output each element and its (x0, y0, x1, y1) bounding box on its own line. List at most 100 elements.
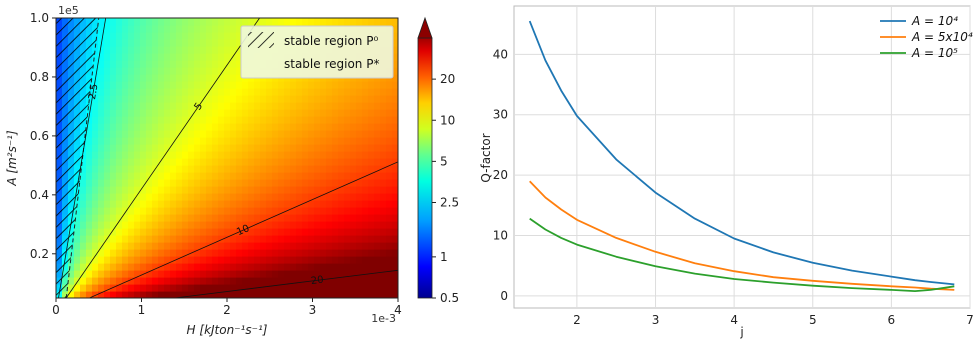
heatmap-cell (164, 123, 171, 131)
heatmap-cell (164, 277, 171, 285)
heatmap-cell (212, 137, 219, 145)
heatmap-cell (92, 193, 99, 201)
heatmap-cell (296, 137, 303, 145)
heatmap-cell (344, 102, 351, 110)
heatmap-cell (92, 130, 99, 138)
legend-entry: A = 10⁴ (911, 14, 958, 28)
heatmap-cell (272, 109, 279, 117)
heatmap-cell (98, 109, 105, 117)
heatmap-cell (290, 81, 297, 89)
heatmap-cell (242, 228, 249, 236)
heatmap-cell (164, 39, 171, 47)
heatmap-cell (308, 242, 315, 250)
heatmap-cell (392, 207, 398, 215)
heatmap-cell (92, 123, 99, 131)
heatmap-cell (194, 88, 201, 96)
heatmap-cell (386, 263, 393, 271)
heatmap-cell (254, 109, 261, 117)
heatmap-cell (266, 277, 273, 285)
heatmap-cell (206, 235, 213, 243)
heatmap-cell (230, 228, 237, 236)
heatmap-cell (362, 291, 369, 298)
heatmap-cell (176, 221, 183, 229)
heatmap-cell (242, 214, 249, 222)
heatmap-cell (230, 221, 237, 229)
y-tick-label: 0.4 (30, 188, 49, 202)
heatmap-cell (176, 60, 183, 68)
heatmap-cell (74, 242, 81, 250)
heatmap-cell (290, 165, 297, 173)
heatmap-cell (332, 88, 339, 96)
heatmap-cell (218, 228, 225, 236)
heatmap-cell (176, 228, 183, 236)
heatmap-cell (224, 130, 231, 138)
heatmap-cell (374, 102, 381, 110)
heatmap-cell (380, 200, 387, 208)
heatmap-cell (284, 228, 291, 236)
heatmap-cell (284, 263, 291, 271)
heatmap-cell (302, 116, 309, 124)
heatmap-cell (128, 39, 135, 47)
heatmap-cell (146, 179, 153, 187)
heatmap-cell (386, 256, 393, 264)
heatmap-cell (164, 172, 171, 180)
heatmap-cell (356, 151, 363, 159)
heatmap-cell (116, 172, 123, 180)
heatmap-cell (158, 109, 165, 117)
heatmap-cell (308, 109, 315, 117)
heatmap-cell (230, 193, 237, 201)
heatmap-cell (158, 221, 165, 229)
heatmap-cell (152, 53, 159, 61)
heatmap-cell (188, 221, 195, 229)
heatmap-cell (254, 137, 261, 145)
heatmap-cell (236, 18, 243, 26)
heatmap-cell (92, 214, 99, 222)
heatmap-cell (170, 18, 177, 26)
heatmap-cell (272, 270, 279, 278)
heatmap-cell (374, 144, 381, 152)
heatmap-cell (368, 242, 375, 250)
heatmap-cell (140, 214, 147, 222)
heatmap-cell (380, 228, 387, 236)
heatmap-cell (374, 207, 381, 215)
heatmap-cell (182, 25, 189, 33)
heatmap-cell (314, 123, 321, 131)
heatmap-cell (230, 25, 237, 33)
heatmap-cell (320, 277, 327, 285)
heatmap-cell (110, 277, 117, 285)
heatmap-cell (170, 116, 177, 124)
heatmap-cell (236, 291, 243, 298)
heatmap-cell (386, 186, 393, 194)
heatmap-cell (242, 165, 249, 173)
heatmap-cell (272, 81, 279, 89)
heatmap-cell (92, 46, 99, 54)
heatmap-cell (242, 284, 249, 292)
heatmap-cell (182, 130, 189, 138)
heatmap-cell (326, 158, 333, 166)
heatmap-cell (302, 256, 309, 264)
heatmap-cell (146, 207, 153, 215)
heatmap-cell (338, 270, 345, 278)
heatmap-cell (182, 116, 189, 124)
heatmap-cell (320, 137, 327, 145)
heatmap-cell (380, 144, 387, 152)
heatmap-cell (380, 214, 387, 222)
heatmap-cell (218, 200, 225, 208)
heatmap-cell (230, 144, 237, 152)
heatmap-cell (152, 179, 159, 187)
heatmap-cell (332, 256, 339, 264)
heatmap-cell (164, 60, 171, 68)
heatmap-cell (278, 270, 285, 278)
heatmap-cell (218, 25, 225, 33)
heatmap-cell (320, 200, 327, 208)
heatmap-cell (230, 242, 237, 250)
heatmap-cell (164, 214, 171, 222)
heatmap-cell (206, 284, 213, 292)
heatmap-cell (140, 200, 147, 208)
heatmap-cell (326, 221, 333, 229)
heatmap-cell (392, 242, 398, 250)
heatmap-cell (350, 284, 357, 292)
heatmap-cell (206, 67, 213, 75)
heatmap-cell (278, 235, 285, 243)
heatmap-cell (140, 249, 147, 257)
